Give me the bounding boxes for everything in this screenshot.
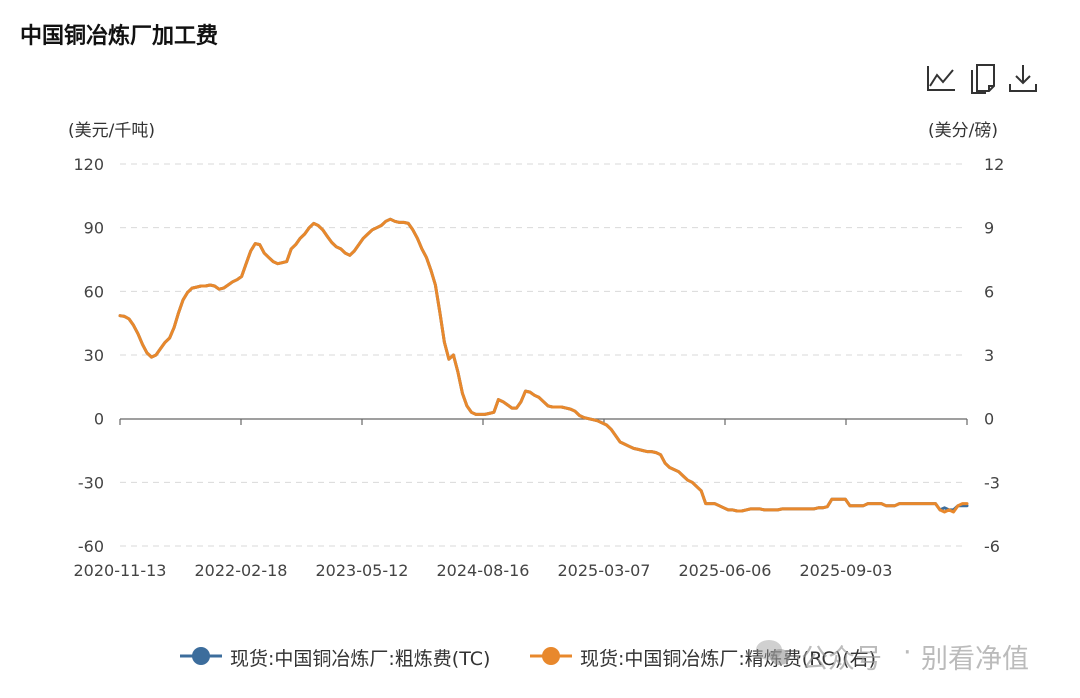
y-left-tick-label: 0 xyxy=(94,410,104,429)
y-left-tick-label: -30 xyxy=(78,473,104,492)
y-left-tick-label: 120 xyxy=(73,155,104,174)
legend-marker-rc xyxy=(530,647,572,665)
y-right-tick-label: 6 xyxy=(984,282,994,301)
x-tick-label: 2023-05-12 xyxy=(316,561,409,580)
watermark-text: 公众号 xyxy=(801,644,882,675)
y-right-tick-label: -6 xyxy=(984,537,1000,556)
y-right-axis-label: (美分/磅) xyxy=(928,121,998,141)
watermark-separator: · xyxy=(903,637,912,668)
legend-marker-tc xyxy=(180,647,222,665)
series-line-rc xyxy=(118,217,969,514)
legend-item-tc[interactable]: 现货:中国铜冶炼厂:粗炼费(TC) xyxy=(178,636,518,676)
x-tick-label: 2022-02-18 xyxy=(195,561,288,580)
y-left-tick-label: 60 xyxy=(84,282,104,301)
series-lines xyxy=(118,217,969,514)
x-tick-label: 2025-03-07 xyxy=(558,561,651,580)
y-left-axis-label: (美元/千吨) xyxy=(68,121,155,141)
y-right-tick-label: -3 xyxy=(984,473,1000,492)
y-left-tick-label: 30 xyxy=(84,346,104,365)
x-tick-label: 2020-11-13 xyxy=(74,561,167,580)
chart-toolbar xyxy=(924,62,1040,96)
legend: 现货:中国铜冶炼厂:粗炼费(TC) 现货:中国铜冶炼厂:精炼费(RC)(右) xyxy=(0,636,1080,676)
y-left-tick-label: 90 xyxy=(84,219,104,238)
grid xyxy=(120,163,967,547)
x-tick-label: 2025-09-03 xyxy=(800,561,893,580)
wechat-icon xyxy=(756,640,790,665)
y-right-tick-label: 12 xyxy=(984,155,1004,174)
copy-icon[interactable] xyxy=(966,62,1000,96)
download-icon[interactable] xyxy=(1006,62,1040,96)
line-chart-icon[interactable] xyxy=(924,62,958,96)
x-tick-label: 2024-08-16 xyxy=(437,561,530,580)
legend-label-tc: 现货:中国铜冶炼厂:粗炼费(TC) xyxy=(230,648,491,670)
y-right-tick-label: 0 xyxy=(984,410,994,429)
legend-item-rc[interactable]: 现货:中国铜冶炼厂:精炼费(RC)(右) xyxy=(528,636,908,676)
legend-label-rc: 现货:中国铜冶炼厂:精炼费(RC)(右) xyxy=(580,648,876,670)
watermark-name: 别看净值 xyxy=(921,644,1029,675)
page-title: 中国铜冶炼厂加工费 xyxy=(20,24,219,49)
x-tick-label: 2025-06-06 xyxy=(679,561,772,580)
y-right-tick-label: 9 xyxy=(984,219,994,238)
y-left-tick-label: -60 xyxy=(78,537,104,556)
y-right-tick-label: 3 xyxy=(984,346,994,365)
